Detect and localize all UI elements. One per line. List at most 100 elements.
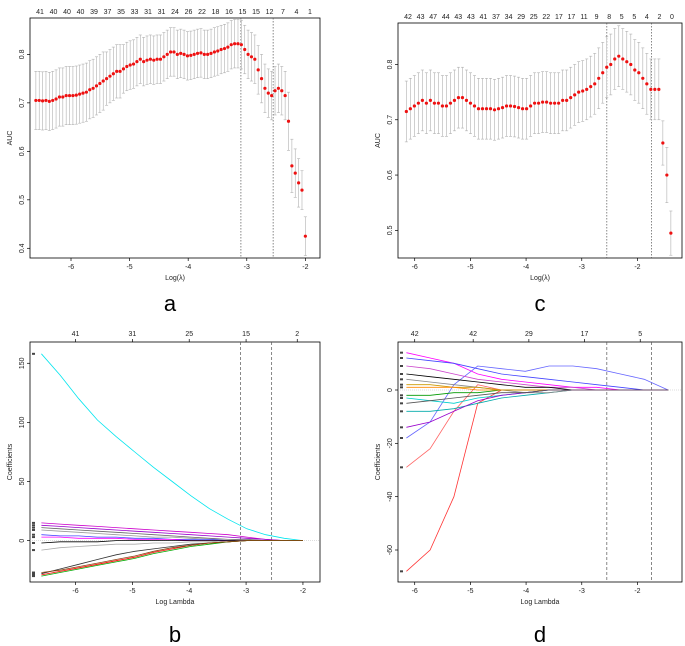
top-count-label: 15	[239, 9, 247, 16]
auc-point	[216, 49, 220, 53]
auc-point	[64, 93, 68, 98]
auc-point	[280, 89, 284, 93]
auc-point	[152, 58, 156, 62]
y-tick-label: -40	[387, 492, 394, 502]
top-count-label: 43	[467, 14, 475, 21]
auc-point	[40, 99, 45, 103]
path-start-marker	[32, 528, 35, 531]
auc-point	[67, 93, 72, 98]
auc-point	[256, 68, 260, 72]
auc-point	[91, 86, 95, 90]
x-tick-label: -6	[412, 264, 418, 271]
y-tick-label: 0	[19, 539, 26, 543]
path-start-marker	[400, 466, 403, 469]
top-count-label: 5	[632, 14, 636, 21]
auc-point	[408, 107, 412, 111]
y-tick-label: 100	[19, 416, 26, 428]
top-count-label: 25	[530, 14, 538, 21]
top-count-label: 43	[454, 14, 462, 21]
panel-label: a	[164, 291, 177, 316]
auc-point	[209, 51, 213, 55]
auc-point	[286, 119, 291, 123]
panel-label: b	[169, 622, 181, 646]
auc-point	[476, 107, 481, 111]
top-count-label: 42	[411, 331, 419, 338]
coefficient-path	[406, 389, 669, 412]
auc-point	[246, 52, 250, 56]
auc-point	[44, 98, 48, 103]
top-count-label: 22	[198, 9, 206, 16]
auc-point	[182, 52, 186, 56]
auc-point	[492, 108, 497, 112]
auc-point	[404, 109, 408, 114]
auc-point	[504, 104, 509, 108]
auc-point	[524, 107, 529, 111]
auc-point	[589, 84, 593, 89]
auc-point	[259, 77, 264, 81]
auc-point	[283, 93, 287, 98]
x-tick-label: -2	[300, 588, 306, 595]
top-count-label: 42	[469, 331, 477, 338]
auc-point	[661, 141, 665, 145]
auc-point	[496, 107, 501, 111]
x-tick-label: -5	[129, 588, 135, 595]
top-count-label: 29	[517, 14, 525, 21]
plot-frame	[397, 341, 683, 583]
y-axis-label: AUC	[375, 133, 382, 148]
y-tick-label: 0.8	[387, 59, 394, 69]
auc-point	[212, 50, 216, 54]
top-count-label: 44	[442, 14, 450, 21]
auc-point	[300, 188, 304, 192]
path-start-marker	[32, 533, 35, 536]
x-axis-label: Log Lambda	[156, 599, 195, 606]
auc-point	[145, 58, 149, 62]
auc-point	[416, 101, 420, 105]
auc-point	[243, 47, 247, 52]
top-count-label: 42	[404, 14, 412, 21]
plot-frame	[29, 341, 321, 583]
auc-point	[98, 81, 102, 86]
auc-point	[105, 77, 109, 81]
panel-label: d	[534, 622, 546, 646]
auc-point	[456, 96, 461, 100]
coefficient-path	[406, 389, 669, 404]
auc-point	[424, 101, 428, 105]
auc-point	[541, 100, 545, 104]
auc-point	[142, 60, 146, 64]
coefficient-path	[406, 389, 669, 572]
top-count-label: 35	[117, 9, 125, 16]
x-tick-label: -4	[523, 588, 529, 595]
auc-point	[432, 101, 437, 105]
auc-point	[175, 52, 179, 56]
auc-point	[108, 74, 112, 78]
auc-point	[71, 93, 75, 98]
auc-point	[297, 181, 301, 185]
auc-point	[609, 62, 613, 67]
auc-point	[533, 101, 537, 105]
auc-point	[131, 62, 136, 66]
auc-point	[128, 63, 132, 67]
top-count-label: 15	[242, 331, 250, 338]
auc-point	[460, 96, 465, 100]
auc-point	[561, 98, 565, 103]
x-tick-label: -5	[467, 588, 473, 595]
top-count-label: 47	[429, 14, 437, 21]
auc-point	[617, 54, 621, 58]
y-tick-label: -60	[387, 545, 394, 555]
auc-point	[448, 101, 453, 105]
coefficient-path	[41, 540, 303, 577]
auc-point	[601, 71, 605, 75]
coefficient-path	[406, 389, 669, 404]
path-start-marker	[400, 386, 403, 389]
auc-point	[172, 50, 176, 54]
auc-point	[528, 104, 533, 108]
top-count-label: 12	[266, 9, 274, 16]
y-tick-label: -20	[387, 438, 394, 448]
auc-point	[165, 52, 169, 56]
auc-point	[440, 104, 445, 108]
auc-point	[293, 171, 297, 175]
path-start-marker	[32, 526, 35, 529]
top-count-label: 1	[308, 9, 312, 16]
auc-point	[253, 57, 257, 61]
